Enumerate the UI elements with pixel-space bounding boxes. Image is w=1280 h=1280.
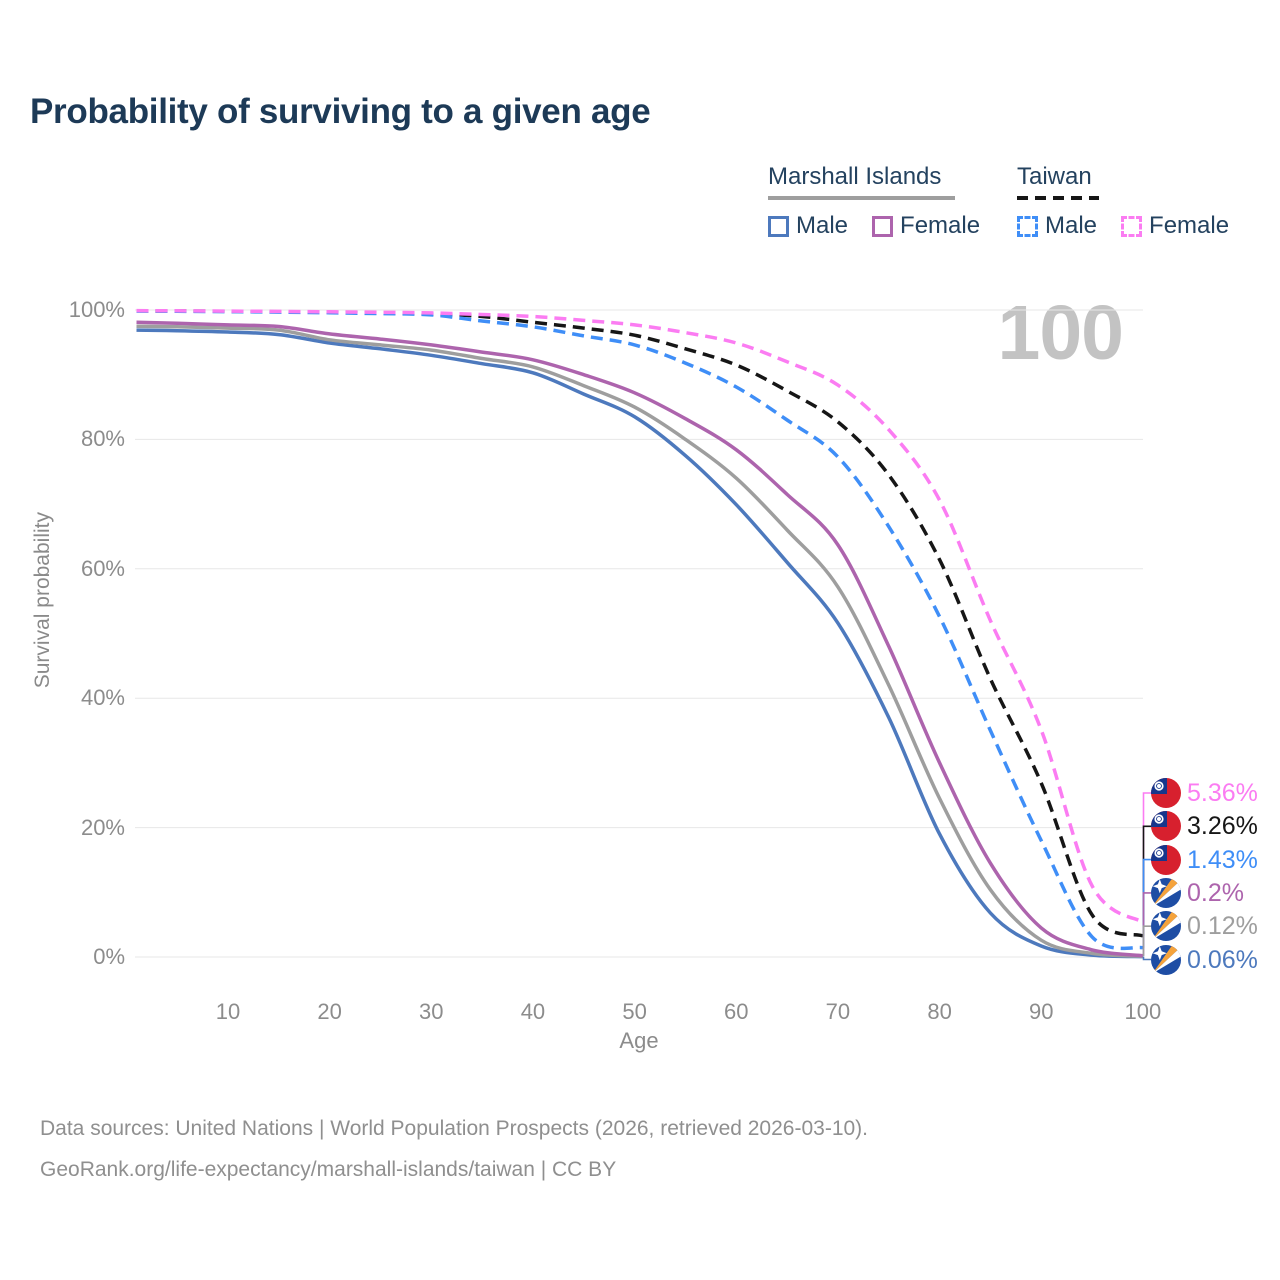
series-marshall-islands-male[interactable] [136,328,1143,959]
x-tick-label: 20 [317,999,342,1024]
y-tick-label: 60% [80,555,125,581]
y-tick-label: 100% [68,297,125,322]
series-end-label-marshall-islands-female: 0.2% [1151,877,1244,908]
end-label-connector [1142,858,1151,948]
end-label-connector [1142,892,1151,956]
legend-swatch-taiwan-male[interactable] [1017,215,1038,237]
x-tick-label: 30 [419,999,444,1024]
y-tick-label: 40% [80,685,125,711]
x-tick-label: 90 [1028,999,1054,1024]
page-title: Probability of surviving to a given age [30,92,651,131]
legend-country-taiwan[interactable]: Taiwan [1017,163,1092,190]
taiwan-flag-icon [1151,778,1181,808]
end-label-connector [1142,825,1151,936]
end-label-connector [1142,956,1151,961]
y-tick-label: 80% [80,426,125,452]
x-tick-label: 70 [825,999,851,1024]
legend-country-marshall-islands[interactable]: Marshall Islands [768,163,942,190]
marshall-islands-flag-icon [1151,944,1181,975]
age-watermark: 100 [997,290,1124,376]
legend-swatch-marshall-islands-male[interactable] [768,215,789,237]
legend-label-marshall-islands-female[interactable]: Female [900,212,981,239]
end-label-value: 0.2% [1187,878,1244,907]
series-marshall-islands-female[interactable] [136,320,1144,958]
end-label-connector [1142,792,1151,923]
legend-label-taiwan-female[interactable]: Female [1149,212,1230,239]
taiwan-flag-icon [1151,844,1181,875]
footer: Data sources: United Nations | World Pop… [40,1108,868,1190]
y-tick-label: 0% [93,944,125,969]
x-axis-title: Age [619,1028,659,1053]
footer-data-sources: Data sources: United Nations | World Pop… [40,1117,869,1140]
legend-swatch-marshall-islands-female[interactable] [872,215,894,237]
x-tick-label: 50 [622,999,647,1024]
legend-group-taiwan: Taiwan Male Female [1017,163,1253,240]
taiwan-flag-icon [1151,811,1181,842]
series-taiwan-female[interactable] [136,308,1144,924]
series-taiwan-male[interactable] [136,309,1144,951]
end-label-value: 3.26% [1187,812,1258,841]
series-marshall-islands-both-sexes[interactable] [136,324,1143,958]
end-label-value: 5.36% [1187,779,1258,807]
marshall-islands-flag-icon [1151,877,1181,908]
x-tick-label: 100 [1124,999,1162,1024]
legend-group-marshall-islands: Marshall Islands Male Female [768,163,1004,240]
series-end-label-taiwan-both-sexes: 3.26% [1151,811,1258,842]
end-label-value: 1.43% [1187,845,1258,874]
x-tick-label: 60 [724,999,749,1024]
series-end-label-marshall-islands-both-sexes: 0.12% [1151,911,1258,942]
end-label-value: 0.12% [1187,912,1258,941]
footer-attribution: GeoRank.org/life-expectancy/marshall-isl… [40,1158,617,1181]
end-label-connector [1142,925,1151,957]
y-tick-label: 20% [80,814,125,840]
legend-label-taiwan-male[interactable]: Male [1045,212,1098,239]
series-end-label-taiwan-male: 1.43% [1151,844,1258,875]
legend-label-marshall-islands-male[interactable]: Male [796,212,849,239]
series-end-label-taiwan-female: 5.36% [1151,778,1258,808]
x-tick-label: 10 [215,999,241,1024]
legend-line-sample-solid [768,196,955,200]
series-taiwan-both-sexes[interactable] [136,309,1144,938]
series-end-label-marshall-islands-male: 0.06% [1151,944,1258,975]
marshall-islands-flag-icon [1151,911,1181,942]
end-label-value: 0.06% [1187,945,1258,974]
legend-line-sample-dashed [1017,196,1099,200]
legend-swatch-taiwan-female[interactable] [1121,215,1143,237]
x-tick-label: 80 [927,999,952,1024]
x-tick-label: 40 [520,999,546,1024]
